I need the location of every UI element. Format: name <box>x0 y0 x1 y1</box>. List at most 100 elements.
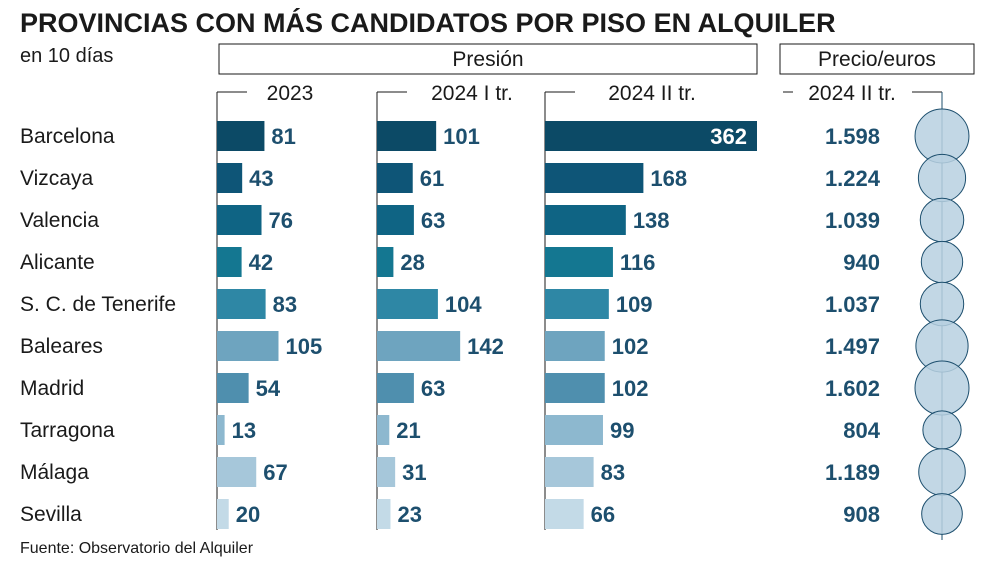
source-note: Fuente: Observatorio del Alquiler <box>20 540 254 557</box>
bar-value-label: 116 <box>620 250 656 275</box>
price-circle <box>920 240 964 284</box>
bar <box>217 121 265 151</box>
row-label: Madrid <box>20 377 84 400</box>
bar-value-label: 81 <box>271 124 295 149</box>
bar <box>545 121 757 151</box>
price-circle <box>917 153 967 203</box>
bar-value-label: 20 <box>236 502 260 527</box>
bar-value-label: 23 <box>397 502 421 527</box>
bar <box>217 373 249 403</box>
bar-value-label: 168 <box>650 166 687 191</box>
chart-marks: 2023 2024 I tr. 2024 II tr. 2024 II tr.Barc… <box>20 82 970 540</box>
bar-value-label: 13 <box>232 418 256 443</box>
bar <box>545 289 609 319</box>
bar-value-label: 43 <box>249 166 273 191</box>
bar <box>545 163 644 193</box>
price-column-header: 2024 II tr. <box>808 82 896 105</box>
bar <box>217 247 242 277</box>
bar <box>377 373 414 403</box>
price-circle <box>919 281 965 327</box>
bar <box>545 331 605 361</box>
bar-value-label: 99 <box>610 418 634 443</box>
bar <box>545 415 603 445</box>
row-label: Sevilla <box>20 503 82 526</box>
row-label: S. C. de Tenerife <box>20 293 176 316</box>
bar-value-label: 83 <box>273 292 297 317</box>
bar-value-label: 61 <box>420 166 444 191</box>
bar <box>217 163 243 193</box>
price-label: 804 <box>843 418 880 443</box>
bar-value-label: 102 <box>612 334 649 359</box>
bar <box>377 499 391 529</box>
bar <box>377 121 437 151</box>
row-label: Alicante <box>20 251 95 274</box>
price-label: 940 <box>843 250 880 275</box>
bar-value-label: 42 <box>249 250 273 275</box>
row-label: Tarragona <box>20 419 115 442</box>
bar <box>217 331 279 361</box>
bar <box>377 457 396 487</box>
bar-value-label: 102 <box>612 376 649 401</box>
row-label: Baleares <box>20 335 103 358</box>
bar-value-label: 104 <box>445 292 482 317</box>
chart-subtitle: en 10 días <box>20 45 113 67</box>
row-label: Vizcaya <box>20 167 93 190</box>
bar <box>545 247 613 277</box>
price-header: Precio/euros <box>818 48 936 71</box>
price-label: 1.598 <box>825 124 880 149</box>
column-header-1: 2023 <box>267 82 314 105</box>
bar-value-label: 66 <box>591 502 615 527</box>
bar-value-label: 109 <box>616 292 653 317</box>
bar <box>545 457 594 487</box>
bar-value-label: 105 <box>285 334 322 359</box>
bar <box>377 289 438 319</box>
price-label: 908 <box>843 502 880 527</box>
row-label: Málaga <box>20 461 89 484</box>
bar <box>377 163 413 193</box>
bar-value-label: 67 <box>263 460 287 485</box>
bar <box>217 289 266 319</box>
row-label: Valencia <box>20 209 99 232</box>
bar <box>545 205 626 235</box>
bar <box>217 205 262 235</box>
price-circle <box>914 360 970 416</box>
row-label: Barcelona <box>20 125 115 148</box>
chart-title: PROVINCIAS CON MÁS CANDIDATOS POR PISO E… <box>20 7 836 38</box>
price-label: 1.039 <box>825 208 880 233</box>
bar-value-label: 101 <box>443 124 480 149</box>
pressure-header-box <box>218 43 758 75</box>
bar-value-label: 63 <box>421 208 445 233</box>
pressure-header: Presión <box>452 48 523 71</box>
bar <box>217 457 257 487</box>
bar <box>377 331 461 361</box>
bar-value-label: 63 <box>421 376 445 401</box>
price-circle <box>919 197 965 243</box>
price-header-box <box>779 43 975 75</box>
column-header-2: 2024 I tr. <box>431 82 513 105</box>
bar-value-label: 83 <box>601 460 625 485</box>
price-label: 1.037 <box>825 292 880 317</box>
bar <box>377 247 394 277</box>
bar-value-label: 21 <box>396 418 420 443</box>
bar-value-label: 31 <box>402 460 426 485</box>
bar-value-label: 76 <box>269 208 293 233</box>
bar <box>545 499 584 529</box>
bar <box>217 415 225 445</box>
price-label: 1.602 <box>825 376 880 401</box>
price-label: 1.189 <box>825 460 880 485</box>
bar <box>217 499 229 529</box>
column-header-3: 2024 II tr. <box>608 82 696 105</box>
price-circle <box>921 493 963 535</box>
price-circle <box>922 410 962 450</box>
price-label: 1.497 <box>825 334 880 359</box>
bar <box>545 373 605 403</box>
bar-value-label: 54 <box>256 376 281 401</box>
bar-value-label: 362 <box>710 124 747 149</box>
bar-value-label: 138 <box>633 208 670 233</box>
bar-value-label: 28 <box>400 250 424 275</box>
bar <box>377 415 390 445</box>
price-circle <box>918 448 966 496</box>
price-label: 1.224 <box>825 166 881 191</box>
bar-value-label: 142 <box>467 334 504 359</box>
